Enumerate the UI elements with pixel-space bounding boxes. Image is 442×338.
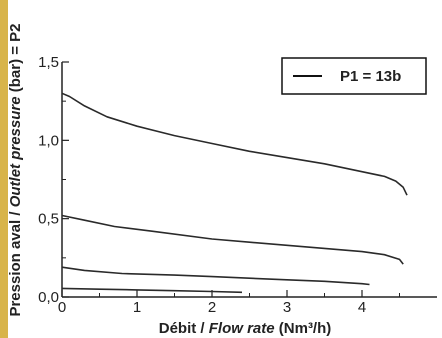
series-line-2 — [61, 214, 404, 265]
y-axis-title: Pression aval / Outlet pressure (bar) = … — [7, 23, 24, 316]
side-accent-strip — [0, 0, 8, 338]
x-tick-label: 0 — [58, 299, 66, 316]
ticks: 0 1 2 3 4 0,0 0,5 1,0 1,5 — [38, 54, 400, 316]
series-line-1 — [61, 92, 408, 196]
y-tick-label: 0,0 — [38, 289, 59, 306]
x-tick-label: 2 — [208, 299, 216, 316]
series-line-3 — [61, 266, 370, 286]
axes — [61, 62, 437, 298]
y-tick-label: 1,0 — [38, 132, 59, 149]
y-tick-label: 0,5 — [38, 211, 59, 228]
x-axis-title: Débit / Flow rate (Nm³/h) — [159, 320, 332, 337]
series-line-4 — [61, 287, 243, 294]
x-tick-label: 3 — [283, 299, 291, 316]
y-tick-label: 1,5 — [38, 54, 59, 71]
legend: P1 = 13b — [281, 57, 427, 95]
x-tick-label: 4 — [358, 299, 366, 316]
x-tick-label: 1 — [133, 299, 141, 316]
series-lines — [61, 92, 408, 294]
legend-label: P1 = 13b — [340, 68, 401, 85]
